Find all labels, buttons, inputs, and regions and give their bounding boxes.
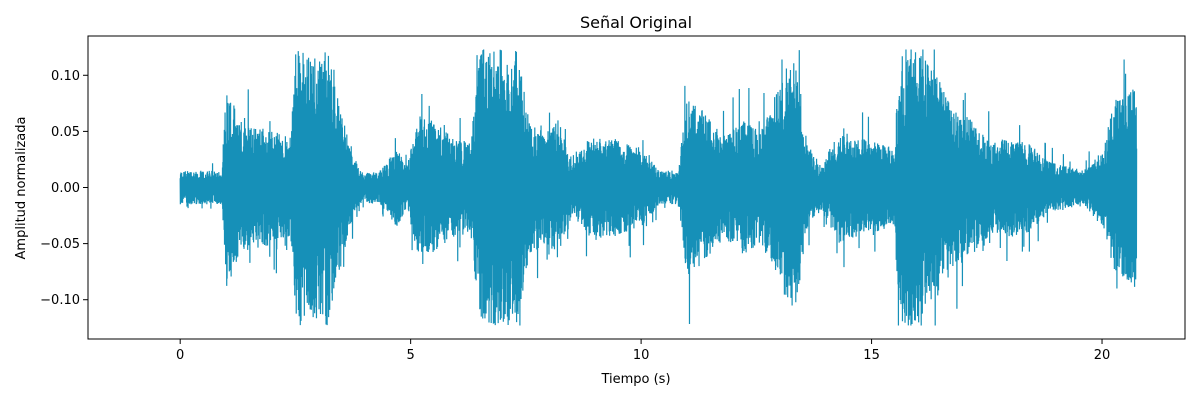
x-tick-label: 5	[407, 348, 415, 363]
y-tick-label: 0.00	[51, 181, 80, 196]
y-tick-label: −0.10	[40, 293, 80, 308]
plot-area	[179, 49, 1138, 326]
y-axis: −0.10 −0.05 0.00 0.05 0.10	[40, 69, 88, 308]
y-axis-label: Amplitud normalizada	[14, 117, 29, 260]
y-tick-label: −0.05	[40, 237, 80, 252]
x-tick-label: 20	[1094, 348, 1111, 363]
signal-series-line	[179, 49, 1138, 326]
x-tick-label: 15	[863, 348, 880, 363]
y-tick-label: 0.10	[51, 69, 80, 84]
x-tick-label: 10	[633, 348, 650, 363]
chart-title: Señal Original	[580, 13, 692, 32]
x-axis: 0 5 10 15 20	[176, 339, 1110, 363]
y-tick-label: 0.05	[51, 125, 80, 140]
x-tick-label: 0	[176, 348, 184, 363]
x-axis-label: Tiempo (s)	[600, 372, 670, 387]
